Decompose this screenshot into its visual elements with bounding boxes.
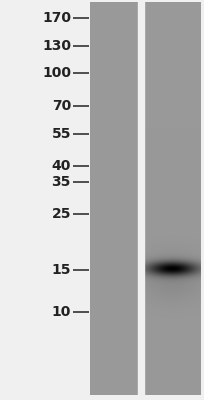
Text: 40: 40 [52, 159, 71, 173]
Bar [138, 2, 144, 395]
Text: 170: 170 [42, 11, 71, 25]
Text: 25: 25 [51, 207, 71, 221]
Text: 100: 100 [42, 66, 71, 80]
Text: 15: 15 [51, 263, 71, 277]
Text: 35: 35 [52, 175, 71, 189]
Text: 10: 10 [52, 305, 71, 319]
Text: 55: 55 [51, 127, 71, 141]
Text: 70: 70 [52, 99, 71, 113]
Text: 130: 130 [42, 39, 71, 53]
